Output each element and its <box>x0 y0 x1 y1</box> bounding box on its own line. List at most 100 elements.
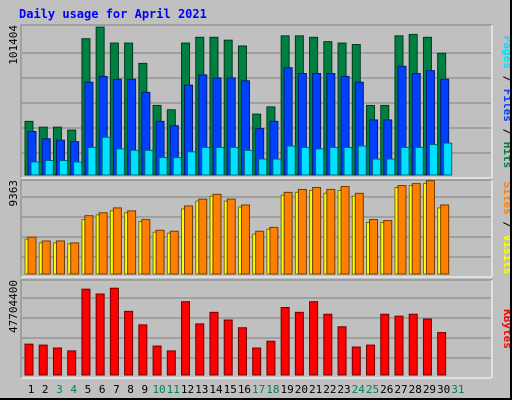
pages-bar-4 <box>73 161 83 176</box>
kbytes-bar-21 <box>309 301 319 376</box>
sites-bar-11 <box>169 230 179 275</box>
x-tick-29: 29 <box>423 383 436 396</box>
x-tick-24: 24 <box>352 383 366 396</box>
sites-bar-12 <box>184 205 194 275</box>
chart-panels: 101404 Pages / Files / Hits 9363 Sites / Vi… <box>7 24 512 396</box>
sites-bar-7 <box>112 207 122 275</box>
sites-bar-29 <box>425 180 435 275</box>
sites-bar-15 <box>226 198 236 275</box>
legend-segment: / <box>501 215 510 235</box>
kbytes-bar-26 <box>380 313 390 376</box>
kbytes-bar-22 <box>323 313 333 376</box>
sites-bar-2 <box>41 240 51 275</box>
sites-bar-8 <box>127 210 137 275</box>
x-tick-22: 22 <box>323 383 336 396</box>
sites-bar-4 <box>70 242 80 275</box>
pages-bar-6 <box>101 136 111 176</box>
panel-kbytes-max-label: 47704400 <box>7 280 20 333</box>
sites-bar-26 <box>383 220 393 275</box>
kbytes-bar-16 <box>237 327 247 376</box>
sites-bar-9 <box>141 219 151 275</box>
kbytes-bar-9 <box>138 324 148 376</box>
pages-bar-22 <box>329 146 339 176</box>
kbytes-bar-13 <box>195 323 205 376</box>
panel-kbytes-legend: KBytes <box>501 309 510 349</box>
kbytes-bar-27 <box>394 315 404 376</box>
pages-bar-21 <box>315 148 325 176</box>
kbytes-bar-6 <box>95 293 105 376</box>
panel-visits-legend: Sites / Visits <box>501 182 510 275</box>
legend-segment: Pages <box>501 36 510 69</box>
pages-bar-27 <box>400 146 410 176</box>
pages-bar-10 <box>158 157 168 176</box>
x-tick-1: 1 <box>28 383 35 396</box>
kbytes-bar-23 <box>337 326 347 376</box>
x-tick-14: 14 <box>209 383 223 396</box>
x-tick-13: 13 <box>195 383 208 396</box>
sites-bar-23 <box>340 186 350 275</box>
kbytes-bar-28 <box>408 313 418 376</box>
x-tick-31: 31 <box>451 383 464 396</box>
kbytes-bar-10 <box>152 345 162 376</box>
x-tick-6: 6 <box>99 383 106 396</box>
sites-bar-25 <box>369 219 379 275</box>
x-tick-30: 30 <box>437 383 450 396</box>
pages-bar-30 <box>443 142 453 176</box>
panel-hits-legend: Pages / Files / Hits <box>501 36 510 169</box>
sites-bar-14 <box>212 193 222 275</box>
sites-bar-28 <box>411 183 421 275</box>
kbytes-bar-24 <box>351 346 361 376</box>
kbytes-bar-8 <box>124 310 134 376</box>
pages-bar-28 <box>414 146 424 176</box>
pages-bar-12 <box>187 151 197 176</box>
sites-bar-13 <box>198 198 208 275</box>
x-tick-21: 21 <box>309 383 322 396</box>
x-tick-2: 2 <box>42 383 49 396</box>
pages-bar-25 <box>372 158 382 176</box>
x-tick-23: 23 <box>337 383 350 396</box>
kbytes-bar-20 <box>294 311 304 376</box>
series-kbytes <box>24 287 447 376</box>
x-tick-9: 9 <box>142 383 149 396</box>
chart-title: Daily usage for April 2021 <box>19 7 207 21</box>
kbytes-bar-7 <box>109 287 119 376</box>
x-tick-7: 7 <box>113 383 120 396</box>
pages-bar-29 <box>428 144 438 176</box>
pages-bar-5 <box>87 146 97 176</box>
x-tick-10: 10 <box>152 383 165 396</box>
legend-segment: Visits <box>501 235 510 275</box>
series-pages <box>30 136 453 176</box>
x-tick-20: 20 <box>295 383 308 396</box>
x-tick-15: 15 <box>224 383 237 396</box>
sites-bar-20 <box>297 188 307 275</box>
x-tick-5: 5 <box>85 383 92 396</box>
pages-bar-8 <box>130 149 140 176</box>
pages-bar-19 <box>286 145 296 176</box>
x-tick-19: 19 <box>281 383 294 396</box>
x-tick-3: 3 <box>56 383 63 396</box>
x-tick-11: 11 <box>167 383 180 396</box>
pages-bar-17 <box>258 158 268 176</box>
pages-bar-1 <box>30 161 40 176</box>
x-tick-17: 17 <box>252 383 265 396</box>
pages-bar-20 <box>300 146 310 176</box>
x-tick-25: 25 <box>366 383 379 396</box>
pages-bar-26 <box>386 158 396 176</box>
sites-bar-5 <box>84 215 94 275</box>
kbytes-bar-25 <box>366 344 376 376</box>
pages-bar-15 <box>229 146 239 176</box>
sites-bar-21 <box>312 186 322 275</box>
panel-visits-max-label: 9363 <box>7 180 20 207</box>
x-tick-18: 18 <box>266 383 279 396</box>
kbytes-bar-30 <box>437 332 447 376</box>
pages-bar-13 <box>201 146 211 176</box>
legend-segment: / <box>501 122 510 142</box>
pages-bar-23 <box>343 146 353 176</box>
sites-bar-3 <box>55 240 65 275</box>
kbytes-bar-12 <box>181 301 191 376</box>
pages-bar-24 <box>357 145 367 176</box>
panel-hits: 101404 Pages / Files / Hits <box>7 24 512 179</box>
x-tick-4: 4 <box>70 383 77 396</box>
legend-segment: Sites <box>501 182 510 215</box>
